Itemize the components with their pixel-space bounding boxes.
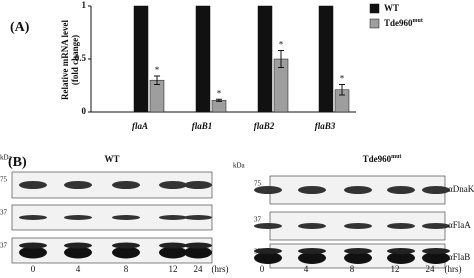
band	[159, 215, 187, 220]
band	[64, 246, 92, 259]
band	[298, 186, 326, 194]
time-label: 12	[169, 264, 178, 274]
time-label: 8	[350, 264, 355, 274]
time-label: 12	[391, 264, 400, 274]
band	[298, 223, 326, 229]
error-bar	[278, 50, 284, 68]
bar	[149, 79, 165, 113]
band	[344, 186, 372, 194]
error-bar	[216, 98, 222, 102]
antibody-label: αFlaB	[448, 252, 470, 262]
label-sup: mut	[413, 18, 423, 24]
band	[159, 242, 187, 249]
blot-title: WT	[104, 154, 119, 164]
y-axis-label: (fold change)	[70, 35, 80, 85]
legend-label: WT	[384, 3, 399, 13]
band	[19, 181, 47, 189]
band	[184, 181, 212, 189]
band	[387, 223, 415, 229]
unit-header: kDa	[0, 154, 13, 162]
band	[254, 223, 282, 229]
unit-header: kDa	[233, 162, 246, 170]
significance-mark: *	[340, 74, 345, 84]
x-tick-label: flaB3	[315, 121, 336, 131]
label-text: Tde960	[384, 18, 413, 28]
time-label: 0	[260, 264, 265, 274]
panel-label: (A)	[10, 20, 30, 35]
antibody-label: αDnaK	[448, 184, 474, 194]
label: Tde960mut	[363, 154, 402, 164]
band	[159, 181, 187, 189]
significance-mark: *	[279, 40, 284, 50]
time-label: 4	[304, 264, 309, 274]
legend-swatch	[369, 3, 380, 14]
y-tick-label: 0	[82, 106, 87, 116]
y-axis-label: Relative mRNA level	[60, 20, 70, 100]
band	[184, 242, 212, 249]
bar	[133, 5, 149, 113]
significance-mark: *	[155, 65, 160, 75]
band	[184, 246, 212, 259]
label: Tde960mut	[384, 18, 423, 28]
band	[298, 248, 326, 254]
band	[422, 248, 450, 254]
band	[298, 252, 326, 264]
size-marker: 37	[254, 216, 262, 224]
band	[184, 215, 212, 220]
band	[344, 252, 372, 264]
error-bar	[154, 75, 160, 85]
time-label: 24	[426, 264, 436, 274]
band	[159, 246, 187, 259]
bar	[211, 100, 227, 113]
band	[112, 215, 140, 220]
size-marker: 75	[0, 176, 8, 184]
band	[254, 186, 282, 194]
significance-mark: *	[217, 88, 222, 98]
label-sup: mut	[391, 154, 401, 160]
band	[64, 242, 92, 249]
band	[387, 252, 415, 264]
size-marker: 75	[254, 180, 262, 188]
band	[112, 181, 140, 189]
y-tick-label: 1	[82, 0, 87, 10]
time-label: 8	[124, 264, 129, 274]
bar	[195, 5, 211, 113]
band	[422, 252, 450, 264]
x-tick-label: flaB1	[192, 121, 213, 131]
time-unit: (hrs)	[212, 264, 229, 274]
time-label: 24	[194, 264, 204, 274]
legend-swatch	[369, 18, 380, 29]
bar	[257, 5, 273, 113]
bar	[318, 5, 334, 113]
time-label: 0	[31, 264, 36, 274]
time-unit: (hrs)	[445, 264, 462, 274]
y-tick-label: 0.5	[75, 53, 87, 63]
time-label: 4	[76, 264, 81, 274]
band	[422, 223, 450, 229]
band	[422, 186, 450, 194]
band	[19, 242, 47, 249]
band	[387, 186, 415, 194]
band	[64, 181, 92, 189]
error-bar	[339, 83, 345, 96]
x-tick-label: flaA	[132, 121, 148, 131]
antibody-label: αFlaA	[448, 220, 471, 230]
band	[112, 242, 140, 249]
band	[254, 252, 282, 264]
band	[254, 248, 282, 254]
size-marker: 37	[0, 209, 8, 217]
panel-label: (B)	[8, 155, 27, 170]
band	[112, 246, 140, 259]
band	[387, 248, 415, 254]
size-marker: 37	[0, 242, 8, 250]
band	[344, 248, 372, 254]
band	[344, 223, 372, 229]
band	[19, 215, 47, 220]
x-tick-label: flaB2	[254, 121, 275, 131]
label-text: Tde960	[363, 154, 392, 164]
band	[64, 215, 92, 220]
band	[19, 246, 47, 259]
